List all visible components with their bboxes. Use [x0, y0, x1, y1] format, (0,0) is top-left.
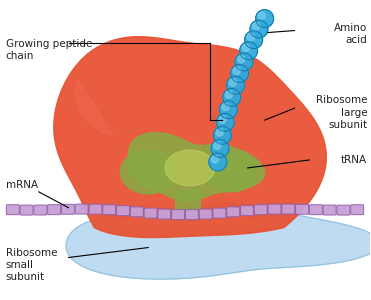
Circle shape: [229, 79, 236, 86]
FancyBboxPatch shape: [116, 206, 129, 216]
FancyBboxPatch shape: [337, 205, 350, 215]
Text: Ribosome
large
subunit: Ribosome large subunit: [316, 95, 367, 130]
Text: tRNA: tRNA: [341, 155, 367, 165]
Circle shape: [227, 76, 244, 94]
FancyBboxPatch shape: [240, 206, 253, 216]
Circle shape: [213, 126, 232, 144]
Circle shape: [247, 33, 255, 40]
FancyBboxPatch shape: [186, 210, 198, 220]
Text: Growing peptide
chain: Growing peptide chain: [6, 38, 92, 61]
Circle shape: [211, 155, 219, 163]
Circle shape: [250, 20, 268, 38]
FancyBboxPatch shape: [103, 205, 116, 215]
Polygon shape: [66, 203, 371, 279]
Circle shape: [242, 44, 250, 52]
FancyBboxPatch shape: [62, 204, 74, 214]
FancyBboxPatch shape: [254, 205, 267, 215]
FancyBboxPatch shape: [351, 205, 364, 215]
Polygon shape: [175, 190, 200, 215]
Circle shape: [211, 140, 229, 158]
Circle shape: [240, 42, 257, 60]
FancyBboxPatch shape: [20, 205, 33, 215]
FancyBboxPatch shape: [282, 204, 295, 214]
Polygon shape: [120, 150, 176, 194]
FancyBboxPatch shape: [309, 205, 322, 215]
FancyBboxPatch shape: [296, 204, 309, 214]
FancyBboxPatch shape: [89, 204, 102, 214]
Text: mRNA: mRNA: [6, 180, 38, 190]
Circle shape: [231, 64, 249, 82]
Polygon shape: [165, 150, 215, 186]
Polygon shape: [54, 37, 326, 238]
FancyBboxPatch shape: [158, 209, 171, 219]
FancyBboxPatch shape: [75, 204, 88, 214]
Circle shape: [237, 55, 245, 63]
Circle shape: [256, 10, 273, 28]
FancyBboxPatch shape: [34, 205, 47, 215]
FancyBboxPatch shape: [199, 209, 212, 219]
Polygon shape: [116, 212, 263, 225]
Circle shape: [252, 22, 260, 30]
FancyBboxPatch shape: [213, 208, 226, 218]
Circle shape: [225, 91, 233, 98]
FancyBboxPatch shape: [323, 205, 336, 215]
Circle shape: [219, 116, 226, 123]
Circle shape: [233, 67, 240, 74]
FancyBboxPatch shape: [172, 210, 185, 220]
Circle shape: [222, 103, 229, 111]
Polygon shape: [207, 152, 257, 192]
Circle shape: [216, 129, 223, 136]
FancyBboxPatch shape: [144, 208, 157, 218]
FancyBboxPatch shape: [6, 205, 19, 215]
FancyBboxPatch shape: [268, 204, 281, 214]
Polygon shape: [76, 80, 113, 136]
Text: Amino
acid: Amino acid: [334, 22, 367, 45]
Circle shape: [245, 31, 263, 49]
Circle shape: [223, 88, 241, 106]
Circle shape: [219, 101, 237, 119]
Polygon shape: [128, 133, 265, 201]
Circle shape: [213, 142, 221, 149]
FancyBboxPatch shape: [47, 205, 60, 215]
FancyBboxPatch shape: [130, 207, 143, 217]
Circle shape: [258, 12, 266, 20]
FancyBboxPatch shape: [227, 207, 240, 217]
Circle shape: [216, 113, 234, 131]
Circle shape: [235, 53, 253, 71]
Circle shape: [209, 153, 227, 171]
Text: Ribosome
small
subunit: Ribosome small subunit: [6, 248, 58, 282]
